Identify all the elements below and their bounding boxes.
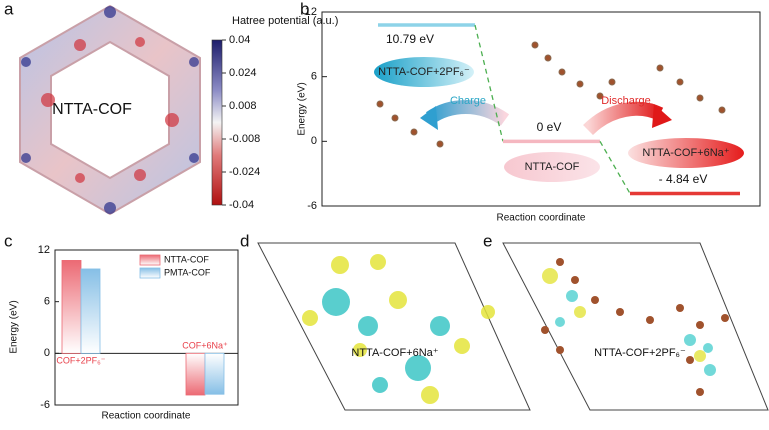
bar xyxy=(185,352,206,396)
level-value-label: 0 eV xyxy=(537,120,562,134)
esp-spots xyxy=(21,6,199,214)
species-ellipse xyxy=(374,57,474,87)
species-ellipse xyxy=(628,138,744,168)
panel-label: c xyxy=(4,231,13,250)
cell-frame xyxy=(257,242,531,411)
molecule-label: NTTA-COF xyxy=(52,101,132,118)
colorbar-title: Hatree potential (a.u.) xyxy=(232,15,338,27)
species-label: NTTA-COF+6Na⁺ xyxy=(642,147,729,159)
charge-arrow xyxy=(425,100,510,126)
bar xyxy=(204,352,225,395)
charge-density xyxy=(302,254,495,404)
colorbar-tick-label: 0.008 xyxy=(229,100,257,112)
colorbar-tick-label: 0.024 xyxy=(229,67,257,79)
colorbar-tick-label: 0.04 xyxy=(229,34,250,46)
y-axis-label: Energy (eV) xyxy=(9,300,20,353)
connector xyxy=(599,141,631,194)
y-tick-label: 12 xyxy=(38,244,50,256)
structure-label: NTTA-COF+2PF₆⁻ xyxy=(594,347,686,359)
species-ellipse xyxy=(504,152,600,182)
connector xyxy=(474,24,504,142)
annotation: Discharge xyxy=(601,95,651,107)
molecule-structure xyxy=(541,258,729,396)
x-axis-label: Reaction coordinate xyxy=(102,411,191,422)
molecule-sketch xyxy=(376,41,726,148)
plot-frame xyxy=(54,249,239,406)
panel-label: a xyxy=(4,0,14,18)
legend-label: PMTA-COF xyxy=(164,267,211,277)
y-tick-label: 6 xyxy=(44,296,50,308)
discharge-arrow-head xyxy=(652,104,672,128)
annotation: Charge xyxy=(450,95,486,107)
colorbar xyxy=(211,39,223,206)
y-tick-label: -6 xyxy=(40,399,50,411)
species-label: NTTA-COF xyxy=(525,161,580,173)
y-tick-label: 12 xyxy=(305,6,317,18)
bar xyxy=(80,268,101,354)
legend-swatch xyxy=(139,254,161,266)
colorbar-tick-label: -0.04 xyxy=(229,199,254,211)
y-tick-label: 0 xyxy=(44,347,50,359)
legend-label: NTTA-COF xyxy=(164,254,209,264)
bar xyxy=(61,260,82,354)
panel-label: e xyxy=(483,231,492,250)
y-tick-label: -6 xyxy=(307,200,317,212)
discharge-arrow xyxy=(583,101,664,136)
colorbar-tick-label: -0.008 xyxy=(229,133,260,145)
structure-label: NTTA-COF+6Na⁺ xyxy=(351,347,438,359)
y-axis-label: Energy (eV) xyxy=(297,82,308,135)
plot-frame xyxy=(321,11,761,207)
y-tick-label: 6 xyxy=(311,71,317,83)
y-tick-label: 0 xyxy=(311,135,317,147)
category-label: COF+2PF₆⁻ xyxy=(56,356,105,366)
x-axis-label: Reaction coordinate xyxy=(497,213,586,224)
charge-arrow-head xyxy=(420,106,438,130)
panel-label: b xyxy=(300,0,309,18)
esp-spots xyxy=(41,37,179,183)
species-label: NTTA-COF+2PF₆⁻ xyxy=(378,66,470,78)
category-label: COF+6Na⁺ xyxy=(182,341,228,351)
colorbar-tick-label: -0.024 xyxy=(229,166,260,178)
panel-label: d xyxy=(240,231,249,250)
legend-swatch xyxy=(139,267,161,279)
level-value-label: - 4.84 eV xyxy=(659,172,708,186)
cell-frame xyxy=(502,242,769,411)
level-value-label: 10.79 eV xyxy=(386,32,434,46)
